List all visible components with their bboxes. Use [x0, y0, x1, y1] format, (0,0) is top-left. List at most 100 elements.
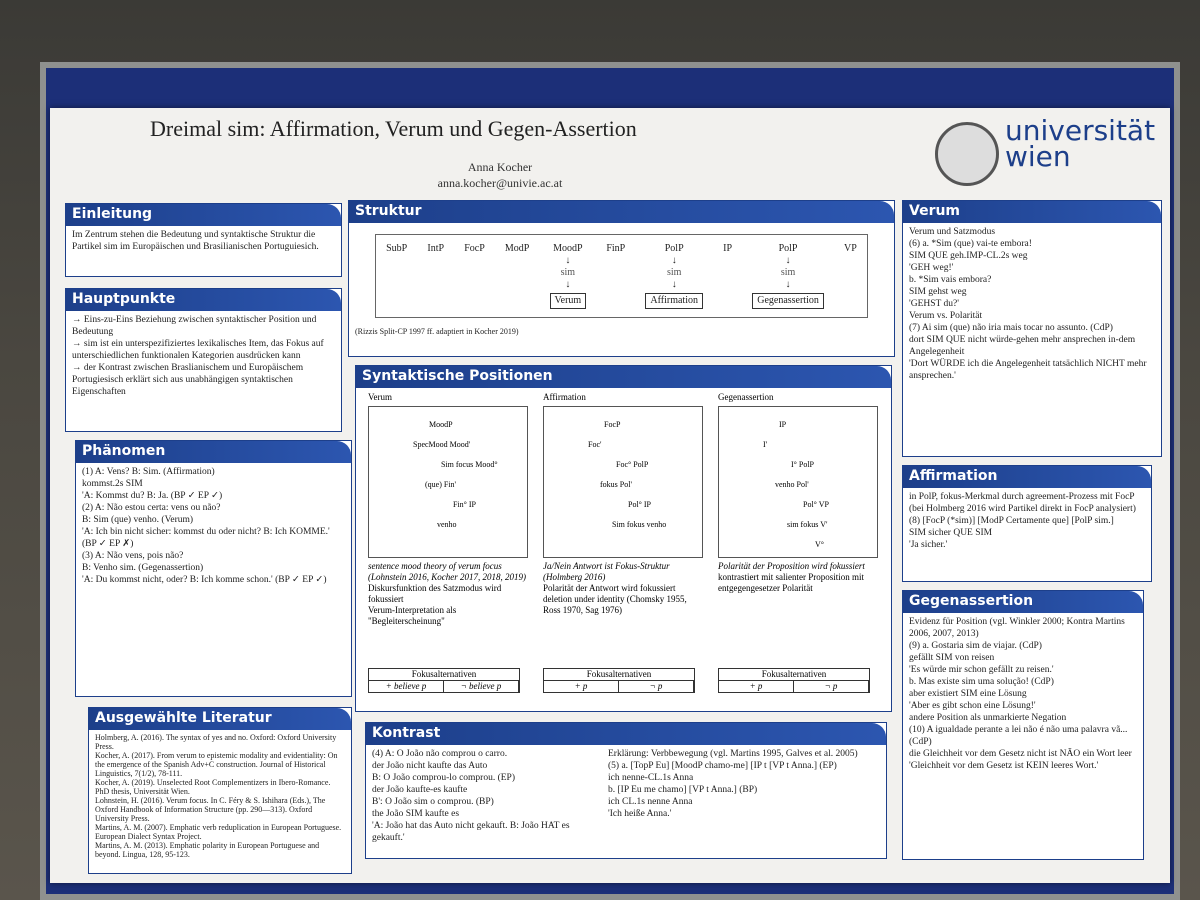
tree-node: venho: [437, 520, 457, 529]
text-line: (6) a. *Sim (que) vai-te embora!: [909, 239, 1032, 249]
text-line: Ja/Nein Antwort ist Fokus-Struktur (Holm…: [543, 561, 670, 582]
text-line: (5) a. [TopP Eu] [MoodP chamo-me] [IP t …: [608, 761, 837, 771]
section-title: Kontrast: [366, 723, 886, 745]
projection-label: IntP: [427, 243, 445, 254]
text-line: kontrastiert mit salienter Proposition m…: [718, 572, 864, 593]
section: Kontrast (4) A: O João não comprou o carr…: [365, 722, 887, 859]
tree-node: (que) Fin': [425, 480, 456, 489]
tree: IP I' I° PolP venho Pol' Pol° VP sim fokus V'…: [718, 406, 878, 558]
column: (4) A: O João não comprou o carro. der J…: [372, 748, 602, 844]
column-heading: Gegenassertion: [718, 392, 774, 402]
text-line: dort SIM QUE nicht würde-gehen mehr ansp…: [909, 335, 1136, 357]
projection-label: PolP: [778, 243, 798, 254]
tree-node: fokus Pol': [600, 480, 632, 489]
function-box: Gegenassertion: [752, 293, 824, 309]
column: Affirmation FocP Foc' Foc° PolP fokus Pol' Po…: [543, 392, 703, 693]
alternative: + believe p: [369, 681, 444, 692]
section-title: Einleitung: [66, 204, 341, 226]
section: Verum Verum und Satzmodus (6) a. *Sim (que…: [902, 200, 1162, 457]
text-line: (9) a. Gostaria sim de viajar. (CdP): [909, 641, 1042, 651]
section-body: SubP IntP FocP ModP MoodP ↓ sim ↓ Verum FinP PolP ↓…: [349, 223, 894, 341]
projection-label: PolP: [664, 243, 684, 254]
text-line: B: Sim (que) venho. (Verum): [82, 515, 194, 525]
alternatives-title: Fokusalternativen: [369, 669, 519, 681]
text-line: andere Position als unmarkierte Negation: [909, 713, 1067, 723]
section-title: Struktur: [349, 201, 894, 223]
section: Hauptpunkte → Eins-zu-Eins Beziehung zwis…: [65, 288, 342, 432]
projection-row: SubP IntP FocP ModP MoodP ↓ sim ↓ Verum FinP PolP ↓…: [375, 234, 868, 318]
arrow: ↓: [565, 255, 571, 266]
text-line: in PolP, fokus-Merkmal durch agreement-P…: [909, 492, 1136, 514]
alternatives-title: Fokusalternativen: [719, 669, 869, 681]
alternatives-title: Fokusalternativen: [544, 669, 694, 681]
text-line: SIM QUE geh.IMP-CL.2s weg: [909, 251, 1028, 261]
text-line: B: Venho sim. (Gegenassertion): [82, 563, 204, 573]
text-line: (2) A: Não estou certa: vens ou não?: [82, 503, 221, 513]
tree-node: Foc': [588, 440, 602, 449]
text-line: 'A: João hat das Auto nicht gekauft. B: …: [372, 821, 570, 843]
section-body: in PolP, fokus-Merkmal durch agreement-P…: [903, 488, 1151, 554]
author: Anna Kocher: [467, 160, 533, 174]
logo: universität wien: [1005, 117, 1155, 171]
function-box: Affirmation: [645, 293, 703, 309]
projection-label: IP: [723, 243, 733, 254]
text-line: SIM gehst weg: [909, 287, 967, 297]
text-line: 'GEHST du?': [909, 299, 959, 309]
alternative: ¬ p: [794, 681, 869, 692]
text-line: Verum-Interpretation als "Begleiterschei…: [368, 605, 457, 626]
text-line: (7) Ai sim (que) não iria mais tocar no …: [909, 323, 1113, 333]
text-line: sentence mood theory of verum focus (Loh…: [368, 561, 526, 582]
projection: IntP: [427, 243, 444, 309]
section-body: Evidenz für Position (vgl. Winkler 2000;…: [903, 613, 1143, 775]
text-line: SIM sicher QUE SIM: [909, 528, 993, 538]
projection: VP: [844, 243, 857, 309]
arrow: ↓: [785, 279, 791, 290]
tree-node: Pol° VP: [803, 500, 829, 509]
text-line: Im Zentrum stehen die Bedeutung und synt…: [72, 230, 319, 252]
tree-node: Foc° PolP: [616, 460, 649, 469]
text-line: Erklärung: Verbbewegung (vgl. Martins 19…: [608, 749, 858, 759]
text-line: Verum vs. Polarität: [909, 311, 983, 321]
particle: sim: [666, 267, 682, 278]
alternative: + p: [719, 681, 794, 692]
text-line: 'GEH weg!': [909, 263, 954, 273]
text-line: Kocher, A. (2019). Unselected Root Compl…: [95, 778, 331, 796]
text-line: Polarität der Antwort wird fokussiert: [543, 583, 676, 593]
section: Einleitung Im Zentrum stehen die Bedeutun…: [65, 203, 342, 277]
projection: PolP ↓ sim ↓ Gegenassertion: [752, 243, 824, 309]
text-line: 'Dort WÜRDE ich die Angelegenheit tatsäc…: [909, 359, 1147, 381]
text-line: (4) A: O João não comprou o carro.: [372, 749, 508, 759]
section: Struktur SubP IntP FocP ModP MoodP ↓ sim ↓ Verum F…: [348, 200, 895, 357]
section: Syntaktische Positionen Verum MoodP SpecMoo…: [355, 365, 892, 712]
text-line: Verum und Satzmodus: [909, 227, 996, 237]
text-line: (1) A: Vens? B: Sim. (Affirmation): [82, 467, 215, 477]
arrow: ↓: [671, 279, 677, 290]
text-line: Evidenz für Position (vgl. Winkler 2000;…: [909, 617, 1125, 639]
alternative: ¬ believe p: [444, 681, 519, 692]
projection-label: MoodP: [553, 243, 583, 254]
tree-node: MoodP: [429, 420, 453, 429]
column-heading: Verum: [368, 392, 392, 402]
text-line: 'Ja sicher.': [909, 540, 948, 550]
text-line: → Eins-zu-Eins Beziehung zwischen syntak…: [72, 315, 317, 337]
text-line: gefällt SIM von reisen: [909, 653, 995, 663]
tree-node: Sim focus Mood°: [441, 460, 498, 469]
arrow: ↓: [565, 279, 571, 290]
text-line: (10) A igualdade perante a lei não é não…: [909, 725, 1128, 747]
text-line: Kocher, A. (2017). From verum to epistem…: [95, 751, 338, 778]
projection-label: FinP: [606, 243, 626, 254]
text-line: the João SIM kaufte es: [372, 809, 460, 819]
arrow: ↓: [671, 255, 677, 266]
section-body: (4) A: O João não comprou o carro. der J…: [366, 745, 886, 843]
column: Erklärung: Verbbewegung (vgl. Martins 19…: [608, 748, 878, 820]
alternative: + p: [544, 681, 619, 692]
section: Ausgewählte Literatur Holmberg, A. (2016)…: [88, 707, 352, 874]
section: Phänomen (1) A: Vens? B: Sim. (Affirmatio…: [75, 440, 352, 697]
section-title: Hauptpunkte: [66, 289, 341, 311]
tree-node: IP: [779, 420, 787, 429]
logo-seal: [935, 122, 999, 186]
projection: IP: [723, 243, 732, 309]
tree-node: Sim fokus venho: [612, 520, 667, 529]
projection-label: FocP: [464, 243, 485, 254]
email: anna.kocher@univie.ac.at: [437, 176, 563, 190]
